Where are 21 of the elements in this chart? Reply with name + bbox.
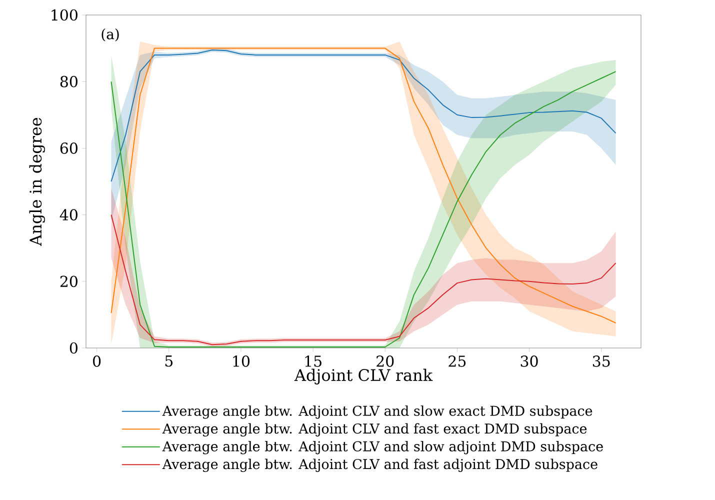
y-axis-title: Angle in degree — [29, 118, 45, 246]
y-tick-label: 60 — [60, 142, 78, 154]
legend-label: Average angle btw. Adjoint CLV and slow adjoint DMD subspace — [162, 440, 603, 454]
y-tick-label: 20 — [60, 276, 78, 288]
x-tick-label: 25 — [448, 356, 466, 367]
x-tick-label: 35 — [592, 356, 610, 367]
x-axis-title: Adjoint CLV rank — [294, 368, 433, 384]
x-tick-label: 15 — [305, 356, 322, 367]
annotation: (a) — [102, 28, 119, 42]
x-tick-label: 20 — [376, 356, 394, 367]
legend-label: Average angle btw. Adjoint CLV and slow exact DMD subspace — [162, 405, 592, 419]
y-tick-label: 0 — [70, 342, 78, 354]
y-tick-label: 40 — [60, 209, 78, 220]
legend-label: Average angle btw. Adjoint CLV and fast exact DMD subspace — [162, 423, 587, 436]
x-tick-label: 0 — [93, 356, 101, 367]
x-tick-label: 10 — [233, 356, 250, 367]
y-tick-label: 80 — [60, 76, 78, 88]
x-tick-label: 5 — [165, 356, 172, 367]
x-tick-label: 30 — [520, 356, 538, 367]
legend-label: Average angle btw. Adjoint CLV and fast adjoint DMD subspace — [162, 458, 598, 472]
y-tick-label: 100 — [52, 9, 78, 21]
